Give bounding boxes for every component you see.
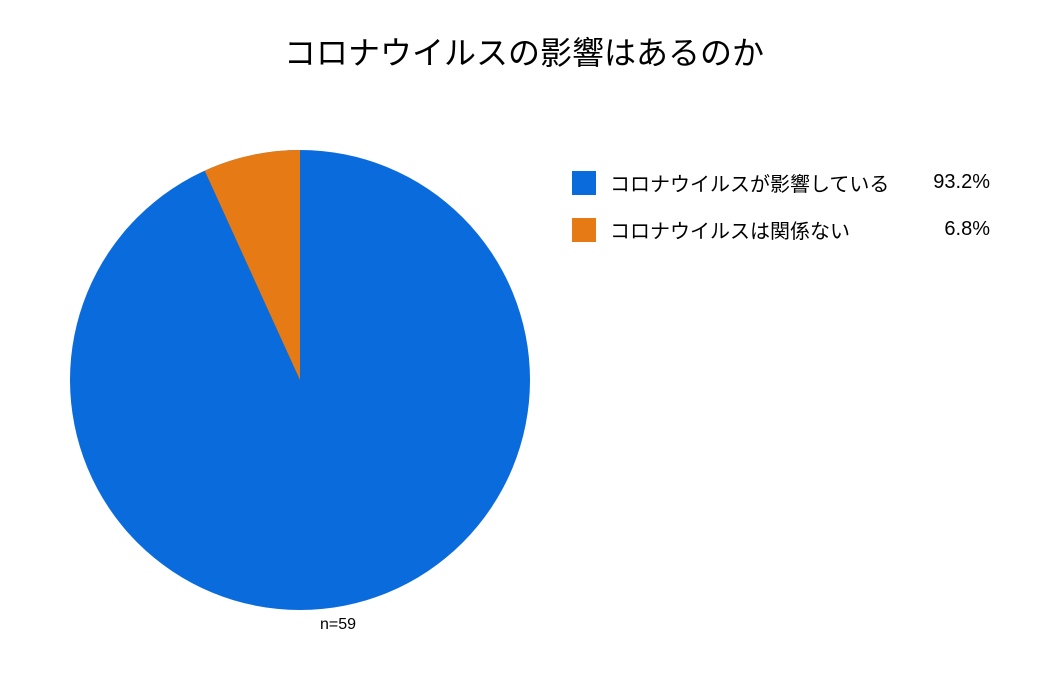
pie-chart: [70, 150, 530, 610]
legend: コロナウイルスが影響している93.2%コロナウイルスは関係ない6.8%: [572, 168, 990, 262]
legend-label: コロナウイルスは関係ない: [610, 215, 910, 244]
legend-swatch-icon: [572, 171, 596, 195]
legend-swatch-icon: [572, 218, 596, 242]
sample-size-label: n=59: [320, 616, 356, 634]
legend-label: コロナウイルスが影響している: [610, 168, 910, 197]
legend-percent: 93.2%: [910, 171, 990, 194]
chart-title: コロナウイルスの影響はあるのか: [0, 28, 1048, 74]
chart-frame: コロナウイルスの影響はあるのか n=59 コロナウイルスが影響している93.2%…: [0, 0, 1048, 698]
legend-percent: 6.8%: [910, 218, 990, 241]
pie-svg: [70, 150, 530, 610]
legend-row-0: コロナウイルスが影響している93.2%: [572, 168, 990, 197]
legend-row-1: コロナウイルスは関係ない6.8%: [572, 215, 990, 244]
